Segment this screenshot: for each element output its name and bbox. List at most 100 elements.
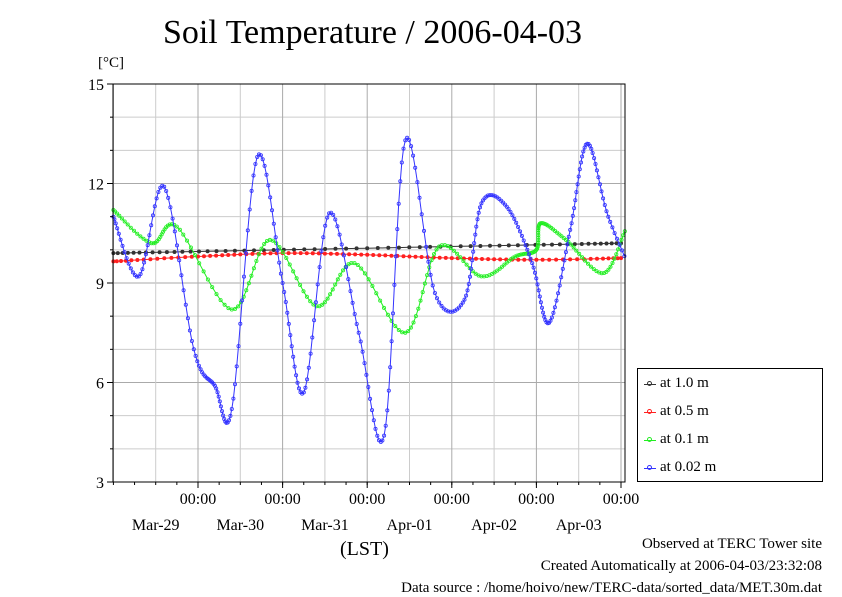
data-point <box>344 265 349 270</box>
data-point <box>166 195 171 200</box>
legend-item: at 0.5 m <box>638 399 822 427</box>
data-point <box>301 390 306 395</box>
data-point <box>247 207 252 212</box>
data-point <box>273 235 278 240</box>
data-point <box>260 157 265 162</box>
data-point <box>512 216 517 221</box>
x-tick-date: Apr-01 <box>387 517 433 534</box>
data-point <box>479 274 484 279</box>
data-point <box>530 261 535 266</box>
x-tick-time: 00:00 <box>264 491 300 508</box>
data-point <box>117 213 122 218</box>
data-point <box>446 309 451 314</box>
y-tick-label: 15 <box>88 77 104 94</box>
data-point <box>460 300 465 305</box>
data-point <box>259 246 264 251</box>
data-point <box>283 299 288 304</box>
data-point <box>170 216 175 221</box>
data-point <box>220 253 225 258</box>
data-point <box>328 251 333 256</box>
data-point <box>264 172 269 177</box>
chart-legend: at 1.0 m at 0.5 m at 0.1 m at 0.02 m <box>637 368 823 482</box>
data-point <box>574 248 579 253</box>
data-point <box>528 256 533 261</box>
data-point <box>396 201 401 206</box>
data-point <box>393 254 398 259</box>
data-point <box>320 302 325 307</box>
data-point <box>538 300 543 305</box>
data-point <box>396 327 401 332</box>
data-point <box>262 241 267 246</box>
legend-marker <box>647 409 652 414</box>
data-point <box>371 418 376 423</box>
data-point <box>138 234 143 239</box>
data-point <box>469 266 474 271</box>
data-point <box>383 423 388 428</box>
data-point <box>322 300 327 305</box>
data-point <box>604 241 609 246</box>
data-point <box>599 189 604 194</box>
data-point <box>115 251 120 256</box>
data-point <box>271 247 276 252</box>
data-point <box>228 413 233 418</box>
data-point <box>362 271 367 276</box>
data-point <box>572 206 577 211</box>
data-point <box>417 245 422 250</box>
data-point <box>370 283 375 288</box>
data-point <box>302 247 307 252</box>
data-point <box>573 198 578 203</box>
data-point <box>534 276 539 281</box>
data-point <box>537 294 542 299</box>
data-point <box>577 167 582 172</box>
data-point <box>125 222 130 227</box>
data-point <box>395 227 400 232</box>
data-point <box>401 146 406 151</box>
data-point <box>407 245 412 250</box>
data-point <box>131 250 136 255</box>
data-point <box>128 266 133 271</box>
data-point <box>536 288 541 293</box>
data-point <box>575 182 580 187</box>
data-point <box>380 438 385 443</box>
data-point <box>386 388 391 393</box>
data-point <box>118 237 123 242</box>
data-point <box>571 245 576 250</box>
data-point <box>595 256 600 261</box>
data-point <box>162 256 167 261</box>
data-point <box>214 249 219 254</box>
data-point <box>422 281 427 286</box>
data-point <box>286 321 291 326</box>
data-point <box>514 220 519 225</box>
data-point <box>216 394 221 399</box>
data-point <box>189 338 194 343</box>
data-point <box>451 248 456 253</box>
data-point <box>337 232 342 237</box>
data-point <box>240 298 245 303</box>
data-point <box>406 329 411 334</box>
data-point <box>437 255 442 260</box>
data-point <box>511 255 516 260</box>
data-point <box>413 254 418 259</box>
data-point <box>449 256 454 261</box>
x-tick-date: Mar-30 <box>216 517 264 534</box>
data-point <box>388 365 393 370</box>
data-point <box>311 302 316 307</box>
data-point <box>125 250 130 255</box>
data-point <box>405 135 410 140</box>
x-tick-date: Apr-03 <box>556 517 602 534</box>
data-point <box>489 193 494 198</box>
data-point <box>597 270 602 275</box>
data-point <box>563 250 568 255</box>
data-point <box>268 195 273 200</box>
data-point <box>150 250 155 255</box>
data-point <box>179 273 184 278</box>
data-point <box>510 213 515 218</box>
data-point <box>583 258 588 263</box>
data-point <box>223 248 228 253</box>
data-point <box>516 257 521 262</box>
data-point <box>197 261 202 266</box>
data-point <box>246 281 251 286</box>
data-point <box>181 232 186 237</box>
data-point <box>470 258 475 263</box>
data-point <box>214 292 219 297</box>
